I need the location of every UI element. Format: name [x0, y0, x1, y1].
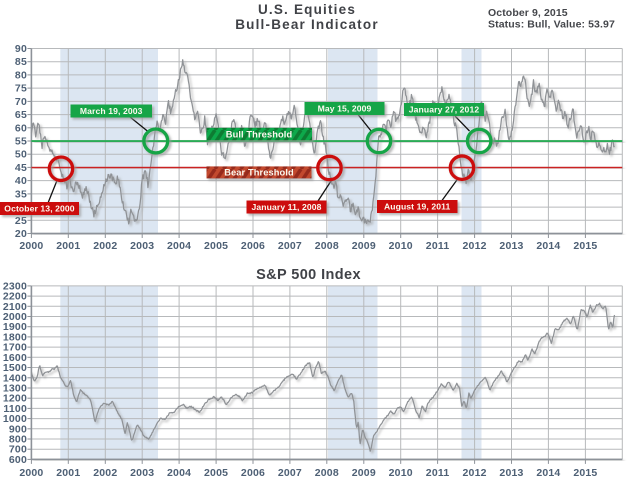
svg-text:2010: 2010: [389, 467, 413, 478]
svg-text:1200: 1200: [3, 393, 27, 405]
svg-text:Bull Threshold: Bull Threshold: [226, 129, 293, 139]
svg-text:70: 70: [15, 96, 27, 108]
svg-text:2001: 2001: [56, 240, 80, 252]
svg-text:2003: 2003: [130, 467, 154, 478]
svg-text:80: 80: [15, 69, 27, 81]
svg-text:2008: 2008: [315, 467, 339, 478]
svg-text:20: 20: [15, 228, 27, 240]
svg-text:2005: 2005: [204, 240, 228, 252]
svg-text:65: 65: [15, 109, 27, 121]
svg-text:2014: 2014: [536, 240, 560, 252]
svg-text:1100: 1100: [3, 403, 27, 415]
svg-text:1600: 1600: [3, 352, 27, 364]
svg-text:2008: 2008: [315, 240, 339, 252]
svg-text:2000: 2000: [19, 240, 43, 252]
svg-text:55: 55: [15, 136, 27, 148]
svg-text:August 19, 2011: August 19, 2011: [384, 202, 451, 212]
svg-text:1800: 1800: [3, 331, 27, 343]
svg-text:800: 800: [9, 434, 27, 446]
svg-text:600: 600: [9, 454, 27, 466]
svg-text:1300: 1300: [3, 383, 27, 395]
svg-text:2007: 2007: [278, 240, 302, 252]
svg-text:2011: 2011: [426, 467, 450, 478]
svg-text:2003: 2003: [130, 240, 154, 252]
svg-text:2009: 2009: [352, 240, 376, 252]
svg-text:60: 60: [15, 122, 27, 134]
svg-text:700: 700: [9, 444, 27, 456]
svg-text:S&P 500 Index: S&P 500 Index: [256, 267, 361, 283]
svg-text:2001: 2001: [56, 467, 80, 478]
svg-text:90: 90: [15, 43, 27, 55]
svg-text:900: 900: [9, 423, 27, 435]
svg-text:2012: 2012: [463, 467, 487, 478]
svg-text:1500: 1500: [3, 362, 27, 374]
svg-text:1400: 1400: [3, 372, 27, 384]
svg-text:2004: 2004: [167, 467, 191, 478]
svg-text:U.S. Equities: U.S. Equities: [258, 2, 356, 17]
svg-text:2014: 2014: [536, 467, 560, 478]
svg-text:2012: 2012: [463, 240, 487, 252]
svg-text:45: 45: [15, 162, 27, 174]
svg-text:2006: 2006: [241, 240, 265, 252]
svg-text:1000: 1000: [3, 413, 27, 425]
svg-text:1900: 1900: [3, 321, 27, 333]
svg-text:2100: 2100: [3, 301, 27, 313]
svg-text:85: 85: [15, 56, 27, 68]
svg-text:October 13, 2000: October 13, 2000: [4, 204, 75, 214]
svg-text:2002: 2002: [93, 240, 117, 252]
svg-text:2002: 2002: [93, 467, 117, 478]
svg-text:2007: 2007: [278, 467, 302, 478]
svg-text:40: 40: [15, 175, 27, 187]
svg-text:2015: 2015: [573, 240, 597, 252]
svg-text:2015: 2015: [573, 467, 597, 478]
svg-text:35: 35: [15, 188, 27, 200]
svg-text:2300: 2300: [3, 280, 27, 292]
svg-text:March 19, 2003: March 19, 2003: [80, 106, 143, 116]
svg-text:January 27, 2012: January 27, 2012: [409, 105, 480, 115]
svg-text:25: 25: [15, 215, 27, 227]
svg-text:2000: 2000: [3, 311, 27, 323]
svg-text:2013: 2013: [499, 467, 523, 478]
svg-text:2011: 2011: [426, 240, 450, 252]
svg-text:2004: 2004: [167, 240, 191, 252]
svg-text:2005: 2005: [204, 467, 228, 478]
svg-text:2006: 2006: [241, 467, 265, 478]
svg-text:Status: Bull, Value: 53.97: Status: Bull, Value: 53.97: [488, 19, 615, 31]
svg-text:2200: 2200: [3, 291, 27, 303]
svg-text:2000: 2000: [19, 467, 43, 478]
svg-text:May 15, 2009: May 15, 2009: [318, 104, 372, 114]
svg-text:Bear Threshold: Bear Threshold: [224, 168, 294, 178]
svg-text:1700: 1700: [3, 342, 27, 354]
svg-text:January 11, 2008: January 11, 2008: [252, 202, 322, 212]
svg-text:75: 75: [15, 83, 27, 95]
svg-text:2013: 2013: [499, 240, 523, 252]
svg-text:October 9, 2015: October 9, 2015: [488, 7, 568, 19]
svg-text:2010: 2010: [389, 240, 413, 252]
svg-text:50: 50: [15, 149, 27, 161]
svg-text:Bull-Bear Indicator: Bull-Bear Indicator: [235, 17, 379, 32]
svg-text:2009: 2009: [352, 467, 376, 478]
